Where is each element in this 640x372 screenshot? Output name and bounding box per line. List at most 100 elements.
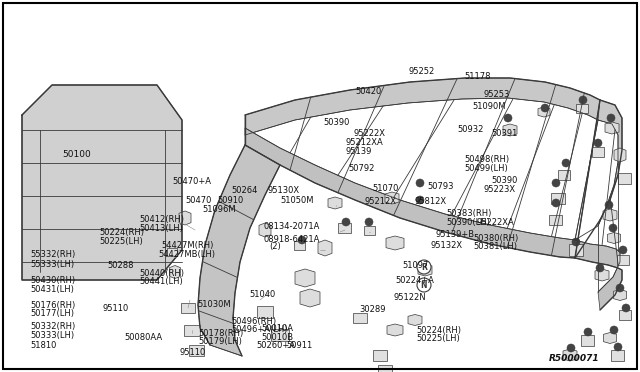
Polygon shape [614, 289, 627, 301]
Text: 50910: 50910 [218, 196, 244, 205]
Text: 95110: 95110 [102, 304, 129, 313]
Circle shape [594, 139, 602, 147]
Text: 95139+B: 95139+B [435, 230, 474, 239]
Text: 50390: 50390 [492, 176, 518, 185]
Text: 50010B: 50010B [261, 333, 293, 341]
Text: 50225(LH): 50225(LH) [99, 237, 143, 246]
Text: 95130X: 95130X [268, 186, 300, 195]
Polygon shape [418, 264, 432, 276]
Text: 51070: 51070 [372, 185, 399, 193]
Text: 50412(RH): 50412(RH) [140, 215, 184, 224]
Text: 95812X: 95812X [415, 198, 447, 206]
Polygon shape [167, 248, 177, 256]
Circle shape [365, 218, 373, 226]
Text: 50470: 50470 [186, 196, 212, 205]
Text: 50177(LH): 50177(LH) [31, 309, 75, 318]
Circle shape [605, 201, 613, 209]
Circle shape [298, 236, 306, 244]
Text: 51096M: 51096M [202, 205, 236, 214]
Polygon shape [408, 314, 422, 326]
Text: 08918-6421A: 08918-6421A [264, 235, 320, 244]
Circle shape [567, 344, 575, 352]
Text: 95252: 95252 [408, 67, 435, 76]
Text: 08134-2071A: 08134-2071A [264, 222, 320, 231]
Circle shape [417, 260, 431, 274]
Text: 50381(LH): 50381(LH) [474, 242, 518, 251]
Polygon shape [550, 215, 563, 225]
Polygon shape [618, 173, 632, 183]
Text: 54427M(RH): 54427M(RH) [161, 241, 214, 250]
Text: R: R [421, 263, 427, 272]
Polygon shape [22, 85, 182, 280]
Circle shape [609, 224, 617, 232]
Text: 50100: 50100 [63, 150, 92, 159]
Text: N: N [420, 280, 428, 289]
Text: 50440(RH): 50440(RH) [140, 269, 184, 278]
Polygon shape [617, 255, 629, 265]
Text: 50496+A(LH): 50496+A(LH) [232, 325, 288, 334]
Circle shape [596, 264, 604, 272]
Polygon shape [318, 240, 332, 256]
Text: 50470+A: 50470+A [173, 177, 212, 186]
Polygon shape [595, 269, 609, 281]
Polygon shape [245, 78, 600, 135]
Polygon shape [373, 350, 387, 360]
Polygon shape [575, 240, 622, 310]
Polygon shape [563, 349, 577, 361]
Polygon shape [611, 350, 625, 360]
Text: 51040: 51040 [250, 291, 276, 299]
Text: 50932: 50932 [458, 125, 484, 134]
Polygon shape [558, 170, 570, 180]
Text: 51030M: 51030M [197, 300, 231, 309]
Circle shape [416, 196, 424, 204]
Text: 95110: 95110 [179, 348, 205, 357]
Text: 50496(RH): 50496(RH) [232, 317, 277, 326]
Polygon shape [503, 124, 517, 136]
Polygon shape [386, 236, 404, 250]
Circle shape [572, 238, 580, 246]
Text: 95253: 95253 [483, 90, 509, 99]
Text: 50333(LH): 50333(LH) [31, 331, 75, 340]
Circle shape [616, 284, 624, 292]
Polygon shape [582, 334, 595, 346]
Text: 51178: 51178 [465, 72, 491, 81]
Polygon shape [245, 128, 575, 258]
Polygon shape [271, 329, 289, 341]
Circle shape [622, 304, 630, 312]
Text: 50430(RH): 50430(RH) [31, 276, 76, 285]
Circle shape [562, 159, 570, 167]
Text: 50911: 50911 [287, 341, 313, 350]
Text: 51050M: 51050M [280, 196, 314, 205]
Polygon shape [378, 365, 392, 372]
Circle shape [541, 104, 549, 112]
Text: 50390(LH): 50390(LH) [447, 218, 491, 227]
Polygon shape [569, 244, 583, 256]
Text: 95212X: 95212X [365, 198, 397, 206]
Text: 50288: 50288 [108, 262, 134, 270]
Text: 50225(LH): 50225(LH) [416, 334, 460, 343]
Text: 50431(LH): 50431(LH) [31, 285, 75, 294]
Text: 50176(RH): 50176(RH) [31, 301, 76, 310]
Circle shape [342, 218, 350, 226]
Text: 95223X: 95223X [483, 185, 515, 194]
Circle shape [417, 278, 431, 292]
Polygon shape [181, 303, 195, 313]
Text: (2): (2) [269, 242, 280, 251]
Text: 50179(LH): 50179(LH) [198, 337, 243, 346]
Text: 50420: 50420 [356, 87, 382, 96]
Circle shape [584, 328, 592, 336]
Text: 50391: 50391 [492, 129, 518, 138]
Polygon shape [189, 344, 204, 356]
Text: R5000071: R5000071 [549, 354, 600, 363]
Text: 95222XA: 95222XA [477, 218, 515, 227]
Polygon shape [179, 211, 191, 225]
Text: 51090M: 51090M [472, 102, 506, 110]
Text: 51097: 51097 [402, 261, 428, 270]
Text: 50264: 50264 [232, 186, 258, 195]
Text: 50224+A: 50224+A [396, 276, 435, 285]
Text: 51810: 51810 [31, 341, 57, 350]
Text: 50792: 50792 [349, 164, 375, 173]
Text: 50498(RH): 50498(RH) [464, 155, 509, 164]
Polygon shape [257, 306, 273, 318]
Circle shape [552, 179, 560, 187]
